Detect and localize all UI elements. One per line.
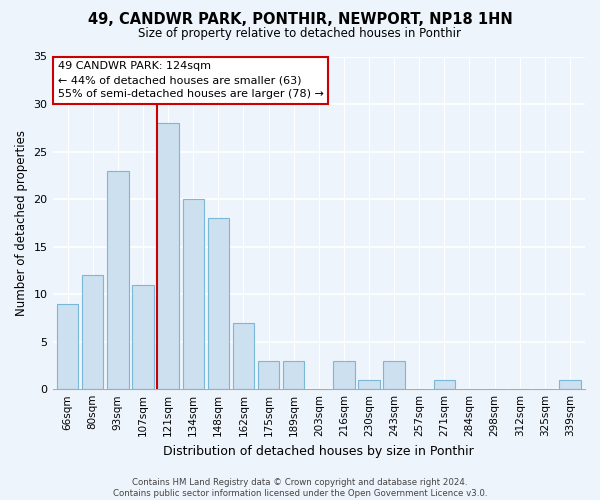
Bar <box>233 322 254 389</box>
Bar <box>283 360 304 389</box>
Y-axis label: Number of detached properties: Number of detached properties <box>15 130 28 316</box>
X-axis label: Distribution of detached houses by size in Ponthir: Distribution of detached houses by size … <box>163 444 474 458</box>
Bar <box>208 218 229 389</box>
Bar <box>157 123 179 389</box>
Bar <box>258 360 279 389</box>
Bar <box>132 284 154 389</box>
Bar <box>57 304 78 389</box>
Bar <box>434 380 455 389</box>
Bar <box>559 380 581 389</box>
Bar <box>82 275 103 389</box>
Text: Size of property relative to detached houses in Ponthir: Size of property relative to detached ho… <box>139 28 461 40</box>
Bar <box>383 360 405 389</box>
Text: Contains HM Land Registry data © Crown copyright and database right 2024.
Contai: Contains HM Land Registry data © Crown c… <box>113 478 487 498</box>
Text: 49, CANDWR PARK, PONTHIR, NEWPORT, NP18 1HN: 49, CANDWR PARK, PONTHIR, NEWPORT, NP18 … <box>88 12 512 28</box>
Bar <box>358 380 380 389</box>
Bar <box>182 199 204 389</box>
Bar <box>107 170 128 389</box>
Bar <box>333 360 355 389</box>
Text: 49 CANDWR PARK: 124sqm
← 44% of detached houses are smaller (63)
55% of semi-det: 49 CANDWR PARK: 124sqm ← 44% of detached… <box>58 62 324 100</box>
